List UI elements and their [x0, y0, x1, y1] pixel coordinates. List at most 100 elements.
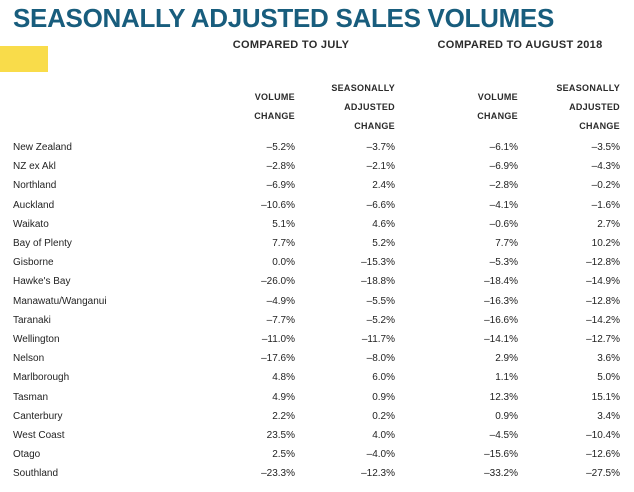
table-row: Bay of Plenty 7.7% 5.2% 7.7% 10.2%: [13, 234, 620, 253]
table-row: Otago 2.5% –4.0% –15.6% –12.6%: [13, 445, 620, 464]
value-cell: –12.6%: [586, 449, 620, 461]
value-cell: 4.9%: [272, 391, 295, 403]
page-title: SEASONALLY ADJUSTED SALES VOLUMES: [13, 3, 555, 33]
table-row: Nelson –17.6% –8.0% 2.9% 3.6%: [13, 349, 620, 368]
region-label: Southland: [13, 468, 59, 480]
value-cell: 6.0%: [372, 372, 395, 384]
value-cell: –4.1%: [489, 199, 518, 211]
value-cell: 2.5%: [272, 449, 295, 461]
table-row: New Zealand –5.2% –3.7% –6.1% –3.5%: [13, 138, 620, 157]
value-cell: –12.8%: [586, 295, 620, 307]
table-header: VOLUME CHANGE SEASONALLY ADJUSTED CHANGE…: [13, 76, 620, 138]
value-cell: –5.5%: [366, 295, 395, 307]
region-label: Manawatu/Wanganui: [13, 295, 107, 307]
value-cell: 0.9%: [495, 410, 518, 422]
value-cell: –16.3%: [484, 295, 518, 307]
region-label: Gisborne: [13, 257, 54, 269]
value-cell: –11.0%: [261, 333, 295, 345]
region-label: Canterbury: [13, 410, 63, 422]
value-cell: –6.9%: [266, 180, 295, 192]
value-cell: –16.6%: [484, 314, 518, 326]
table-row: Tasman 4.9% 0.9% 12.3% 15.1%: [13, 387, 620, 406]
value-cell: –1.6%: [591, 199, 620, 211]
region-label: New Zealand: [13, 142, 72, 154]
region-label: NZ ex Akl: [13, 161, 56, 173]
value-cell: –0.6%: [489, 218, 518, 230]
table-row: Canterbury 2.2% 0.2% 0.9% 3.4%: [13, 407, 620, 426]
table-row: Gisborne 0.0% –15.3% –5.3% –12.8%: [13, 253, 620, 272]
value-cell: 1.1%: [495, 372, 518, 384]
value-cell: 4.6%: [372, 218, 395, 230]
column-header-volume-change-july: VOLUME CHANGE: [254, 92, 295, 121]
value-cell: –5.2%: [366, 314, 395, 326]
table-row: Southland –23.3% –12.3% –33.2% –27.5%: [13, 464, 620, 483]
sales-volumes-table: VOLUME CHANGE SEASONALLY ADJUSTED CHANGE…: [13, 76, 620, 483]
value-cell: 0.9%: [372, 391, 395, 403]
column-header-seasonally-adjusted-change-july: SEASONALLY ADJUSTED CHANGE: [331, 82, 395, 131]
value-cell: –8.0%: [366, 353, 395, 365]
value-cell: 5.1%: [272, 218, 295, 230]
value-cell: –23.3%: [261, 468, 295, 480]
value-cell: –14.2%: [586, 314, 620, 326]
value-cell: –5.3%: [489, 257, 518, 269]
region-label: West Coast: [13, 429, 65, 441]
value-cell: 4.8%: [272, 372, 295, 384]
table-row: Marlborough 4.8% 6.0% 1.1% 5.0%: [13, 368, 620, 387]
column-header-seasonally-adjusted-change-august: SEASONALLY ADJUSTED CHANGE: [556, 82, 620, 131]
table-row: Northland –6.9% 2.4% –2.8% –0.2%: [13, 176, 620, 195]
value-cell: –18.8%: [361, 276, 395, 288]
value-cell: –2.8%: [266, 161, 295, 173]
value-cell: –14.9%: [586, 276, 620, 288]
table-row: Auckland –10.6% –6.6% –4.1% –1.6%: [13, 196, 620, 215]
value-cell: –4.9%: [266, 295, 295, 307]
value-cell: 23.5%: [266, 429, 295, 441]
value-cell: 7.7%: [495, 238, 518, 250]
value-cell: –0.2%: [591, 180, 620, 192]
value-cell: –4.3%: [591, 161, 620, 173]
value-cell: –2.8%: [489, 180, 518, 192]
value-cell: 2.4%: [372, 180, 395, 192]
region-column-header: [13, 76, 243, 138]
value-cell: –27.5%: [586, 468, 620, 480]
value-cell: –14.1%: [484, 333, 518, 345]
value-cell: –4.0%: [366, 449, 395, 461]
group-header-compared-to-july: COMPARED TO JULY: [232, 39, 350, 51]
value-cell: –10.4%: [586, 429, 620, 441]
table-row: Taranaki –7.7% –5.2% –16.6% –14.2%: [13, 311, 620, 330]
table-row: NZ ex Akl –2.8% –2.1% –6.9% –4.3%: [13, 157, 620, 176]
value-cell: –6.9%: [489, 161, 518, 173]
value-cell: –5.2%: [266, 142, 295, 154]
value-cell: 7.7%: [272, 238, 295, 250]
region-label: Marlborough: [13, 372, 70, 384]
column-header-volume-change-august: VOLUME CHANGE: [477, 92, 518, 121]
value-cell: 4.0%: [372, 429, 395, 441]
region-label: Nelson: [13, 353, 45, 365]
region-label: Hawke's Bay: [13, 276, 71, 288]
value-cell: –15.6%: [484, 449, 518, 461]
value-cell: –2.1%: [366, 161, 395, 173]
value-cell: –3.5%: [591, 142, 620, 154]
value-cell: –11.7%: [361, 333, 395, 345]
value-cell: 2.7%: [597, 218, 620, 230]
table-row: Manawatu/Wanganui –4.9% –5.5% –16.3% –12.8%: [13, 292, 620, 311]
value-cell: –7.7%: [266, 314, 295, 326]
value-cell: 0.0%: [272, 257, 295, 269]
region-label: Otago: [13, 449, 41, 461]
yellow-accent-block: [0, 46, 48, 72]
value-cell: 10.2%: [591, 238, 620, 250]
value-cell: –18.4%: [484, 276, 518, 288]
value-cell: 15.1%: [591, 391, 620, 403]
value-cell: –12.7%: [586, 333, 620, 345]
region-label: Bay of Plenty: [13, 238, 72, 250]
value-cell: 2.9%: [495, 353, 518, 365]
value-cell: –4.5%: [489, 429, 518, 441]
value-cell: –12.8%: [586, 257, 620, 269]
value-cell: 2.2%: [272, 410, 295, 422]
region-label: Northland: [13, 180, 57, 192]
value-cell: –15.3%: [361, 257, 395, 269]
value-cell: –6.6%: [366, 199, 395, 211]
value-cell: –26.0%: [261, 276, 295, 288]
value-cell: 5.2%: [372, 238, 395, 250]
region-label: Taranaki: [13, 314, 51, 326]
